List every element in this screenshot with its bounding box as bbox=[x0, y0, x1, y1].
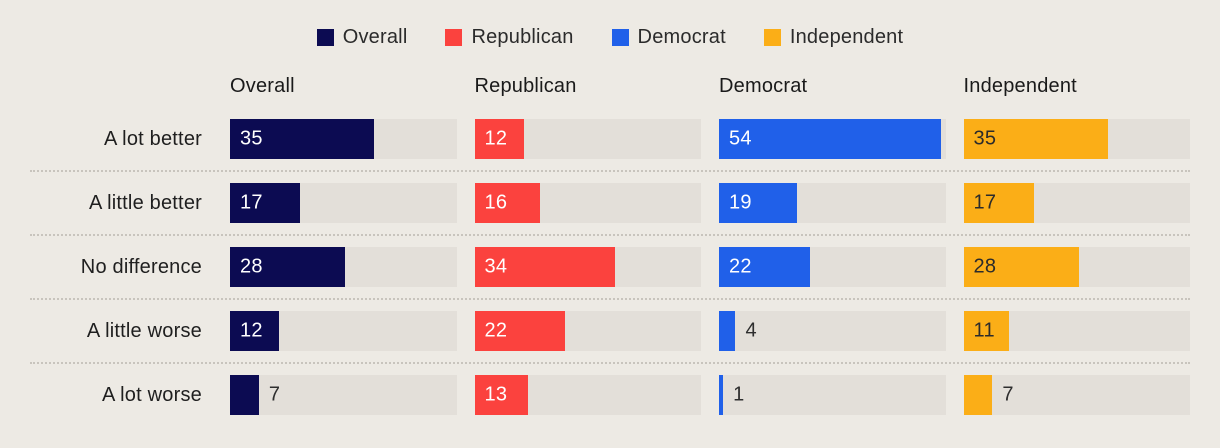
bar bbox=[719, 247, 810, 287]
bar bbox=[230, 247, 346, 287]
column-header-overall: Overall bbox=[230, 75, 295, 97]
bar-cell: 22 bbox=[719, 247, 946, 287]
table-row: A lot worse 7 13 1 7 bbox=[30, 364, 1190, 426]
table-row: A lot better 35 12 54 35 bbox=[30, 108, 1190, 172]
bar-cell: 34 bbox=[474, 247, 701, 287]
bar-cell: 16 bbox=[474, 183, 701, 223]
legend-label: Republican bbox=[471, 26, 574, 48]
bar-value-label: 35 bbox=[240, 127, 263, 150]
column-header-independent: Independent bbox=[963, 75, 1077, 97]
column-header-democrat: Democrat bbox=[719, 75, 808, 97]
bar-value-label: 22 bbox=[484, 319, 508, 342]
row-label: A lot better bbox=[103, 127, 202, 150]
bar-value-label: 54 bbox=[729, 127, 752, 150]
bar-cell: 35 bbox=[963, 119, 1190, 159]
bar-cell: 7 bbox=[230, 375, 457, 415]
legend-swatch-independent-icon bbox=[763, 29, 781, 46]
row-label: No difference bbox=[80, 255, 202, 278]
bar-value-label: 12 bbox=[240, 319, 263, 342]
legend-label: Democrat bbox=[637, 26, 726, 48]
bar bbox=[230, 119, 375, 159]
column-header-row: Overall Republican Democrat Independent bbox=[30, 75, 1190, 98]
bar bbox=[963, 375, 993, 415]
table-row: A little better 17 16 19 17 bbox=[30, 172, 1190, 236]
legend: Overall Republican Democrat Independent bbox=[30, 26, 1190, 49]
bar bbox=[474, 247, 615, 287]
bar-cell: 13 bbox=[474, 375, 701, 415]
bar-value-label: 28 bbox=[973, 255, 997, 278]
bar-value-label: 16 bbox=[484, 191, 508, 214]
bar bbox=[963, 311, 1009, 351]
bar bbox=[719, 183, 798, 223]
bar-cell: 28 bbox=[963, 247, 1190, 287]
bar-cell: 4 bbox=[719, 311, 946, 351]
column-header-republican: Republican bbox=[474, 75, 577, 97]
bar bbox=[474, 119, 524, 159]
bar-value-label: 7 bbox=[268, 383, 281, 406]
table-row: No difference 28 34 22 28 bbox=[30, 236, 1190, 300]
legend-label: Independent bbox=[789, 26, 904, 48]
bar-cell: 17 bbox=[230, 183, 457, 223]
bar bbox=[963, 247, 1079, 287]
bar-cell: 22 bbox=[474, 311, 701, 351]
bar-value-label: 13 bbox=[484, 383, 508, 406]
bar bbox=[230, 375, 259, 415]
bar bbox=[719, 311, 736, 351]
bar-cell: 19 bbox=[719, 183, 946, 223]
legend-swatch-democrat-icon bbox=[611, 29, 629, 46]
bar bbox=[474, 183, 541, 223]
bar bbox=[963, 119, 1108, 159]
bar-value-label: 19 bbox=[729, 191, 752, 214]
table-row: A little worse 12 22 4 11 bbox=[30, 300, 1190, 364]
legend-swatch-overall-icon bbox=[316, 29, 334, 46]
bar-value-label: 1 bbox=[733, 383, 745, 406]
bar-cell: 54 bbox=[719, 119, 946, 159]
bar-value-label: 4 bbox=[745, 319, 757, 342]
row-label: A lot worse bbox=[101, 383, 202, 406]
bar-value-label: 11 bbox=[973, 319, 995, 342]
bar-value-label: 17 bbox=[240, 191, 263, 214]
row-label: A little worse bbox=[86, 319, 202, 342]
bar-value-label: 35 bbox=[973, 127, 997, 150]
bar bbox=[230, 311, 280, 351]
legend-item-independent: Independent bbox=[763, 26, 904, 49]
bar-value-label: 12 bbox=[484, 127, 508, 150]
legend-item-democrat: Democrat bbox=[611, 26, 726, 49]
bar-cell: 17 bbox=[963, 183, 1190, 223]
bar-cell: 11 bbox=[963, 311, 1190, 351]
legend-swatch-republican-icon bbox=[445, 29, 463, 46]
bar-value-label: 22 bbox=[729, 255, 752, 278]
bar bbox=[963, 183, 1034, 223]
bar-cell: 12 bbox=[474, 119, 701, 159]
bar-value-label: 34 bbox=[484, 255, 508, 278]
bar-cell: 1 bbox=[719, 375, 946, 415]
bar-value-label: 17 bbox=[973, 191, 997, 214]
legend-item-republican: Republican bbox=[445, 26, 573, 49]
bar bbox=[474, 375, 529, 415]
bar bbox=[719, 375, 724, 415]
bar-value-label: 28 bbox=[240, 255, 263, 278]
bar-cell: 28 bbox=[230, 247, 457, 287]
bar-value-label: 7 bbox=[1002, 383, 1014, 406]
legend-item-overall: Overall bbox=[316, 26, 408, 49]
bar-cell: 7 bbox=[963, 375, 1190, 415]
legend-label: Overall bbox=[342, 26, 408, 48]
bar bbox=[719, 119, 942, 159]
bar-cell: 35 bbox=[230, 119, 457, 159]
bar bbox=[474, 311, 566, 351]
bar-cell: 12 bbox=[230, 311, 457, 351]
row-label: A little better bbox=[88, 191, 202, 214]
bar bbox=[230, 183, 300, 223]
